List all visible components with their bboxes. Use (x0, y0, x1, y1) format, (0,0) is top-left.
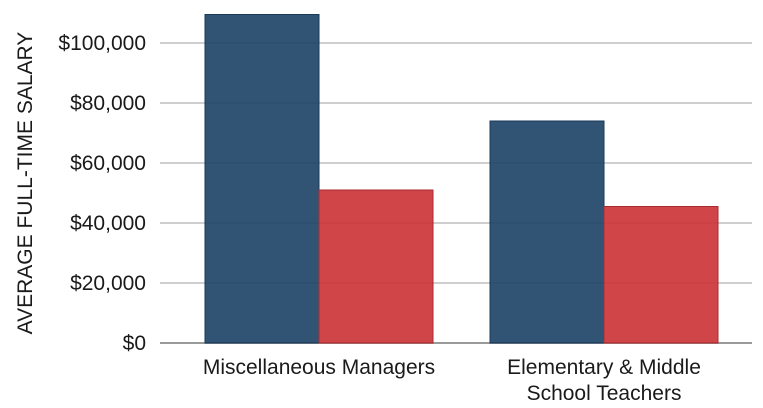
bar (318, 189, 434, 344)
bars (204, 14, 719, 344)
y-tick-label: $0 (123, 332, 146, 355)
y-tick-labels: $0 $20,000 $40,000 $60,000 $80,000 $100,000 (58, 32, 146, 355)
x-tick-label-line: School Teachers (527, 382, 682, 403)
x-tick-labels: Miscellaneous Managers Elementary & Middl… (203, 356, 701, 405)
y-tick-label: $80,000 (70, 92, 146, 115)
bar (204, 14, 320, 344)
y-tick-label: $60,000 (70, 152, 146, 175)
y-tick-label: $100,000 (58, 32, 146, 55)
x-tick-label-line: Miscellaneous Managers (203, 356, 435, 379)
y-tick-label: $20,000 (70, 272, 146, 295)
bar (603, 206, 719, 344)
x-tick-label: Elementary & Middle School Teachers (507, 356, 701, 405)
bar (489, 120, 605, 344)
y-tick-label: $40,000 (70, 212, 146, 235)
x-tick-label: Miscellaneous Managers (203, 356, 435, 379)
x-tick-label-line: Elementary & Middle (507, 356, 701, 379)
y-axis-label: AVERAGE FULL-TIME SALARY (14, 32, 37, 335)
